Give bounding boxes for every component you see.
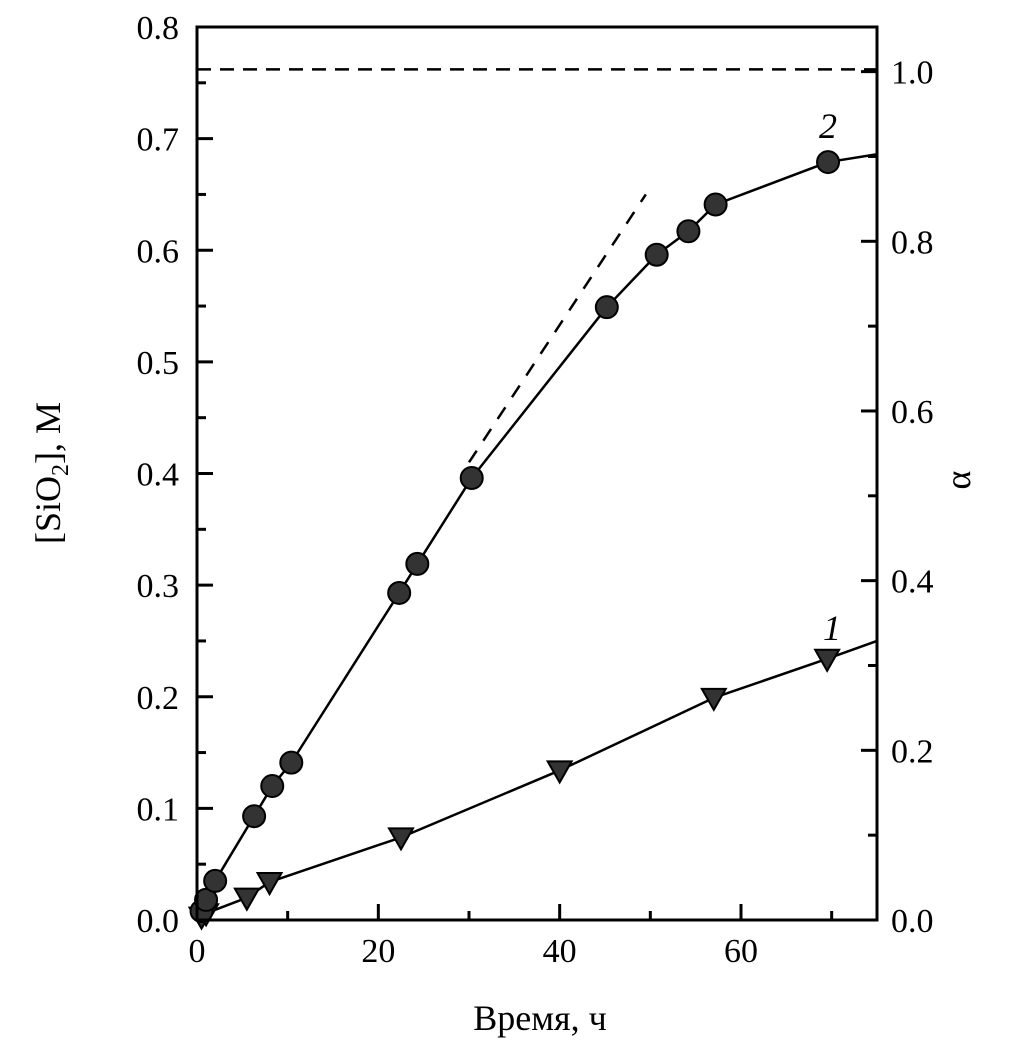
series-2-point <box>194 887 219 912</box>
y-left-tick-label: 0.7 <box>137 122 180 159</box>
ticks: 0 20 40 60 0.0 0.1 0.2 0.3 0.4 0.5 0.6 0.7 0.8 0.0 0.2… <box>137 10 934 970</box>
x-tick-label: 0 <box>189 933 206 970</box>
series-2-point <box>594 295 619 320</box>
series-2-point <box>459 465 484 490</box>
y-left-tick-label: 0.0 <box>137 903 180 940</box>
y-right-tick-label: 0.4 <box>891 564 934 601</box>
x-axis-label: Время, ч <box>473 998 606 1038</box>
y-axis-right-label: α <box>938 470 978 489</box>
y-right-tick-label: 0.2 <box>891 733 934 770</box>
series-1-point <box>545 760 574 785</box>
y-axis-left-label: [SiO2], M <box>28 402 74 544</box>
series-2-line <box>195 153 878 921</box>
series-2-point <box>387 580 412 605</box>
series-1-point <box>233 887 261 912</box>
series-1-point <box>813 648 841 673</box>
series-1-point <box>700 687 728 712</box>
series-1-label: 1 <box>823 608 841 648</box>
y-right-tick-label: 0.8 <box>891 224 934 261</box>
series-2-label: 2 <box>819 106 837 146</box>
series-1-line <box>196 639 878 922</box>
series-2-point <box>279 750 304 775</box>
y-right-tick-label: 0.0 <box>891 903 934 940</box>
x-tick-label: 40 <box>543 933 577 970</box>
x-tick-label: 60 <box>724 933 758 970</box>
series-2-point <box>203 868 228 893</box>
series-2-point <box>816 150 841 175</box>
y-left-tick-label: 0.1 <box>137 791 180 828</box>
series-1-point <box>255 872 284 897</box>
y-left-tick-label: 0.4 <box>137 457 180 494</box>
y-right-tick-label: 1.0 <box>891 55 934 92</box>
y-left-tick-label: 0.3 <box>137 568 180 605</box>
y-right-tick-label: 0.6 <box>891 394 934 431</box>
plot-frame <box>195 25 879 922</box>
y-left-tick-label: 0.8 <box>137 10 180 47</box>
series-2-point <box>405 551 430 576</box>
series-2-point <box>242 804 267 829</box>
series-2-point <box>676 219 701 244</box>
series-2-point <box>644 242 669 267</box>
reference-line-initial-slope <box>467 193 647 464</box>
y-left-tick-label: 0.6 <box>137 233 180 270</box>
y-left-tick-label: 0.5 <box>137 345 180 382</box>
series-2-point <box>260 774 285 799</box>
series-1-point <box>387 827 415 852</box>
marks <box>187 68 878 931</box>
series-2-point <box>703 192 728 217</box>
x-tick-label: 20 <box>361 933 395 970</box>
y-left-tick-label: 0.2 <box>137 680 180 717</box>
